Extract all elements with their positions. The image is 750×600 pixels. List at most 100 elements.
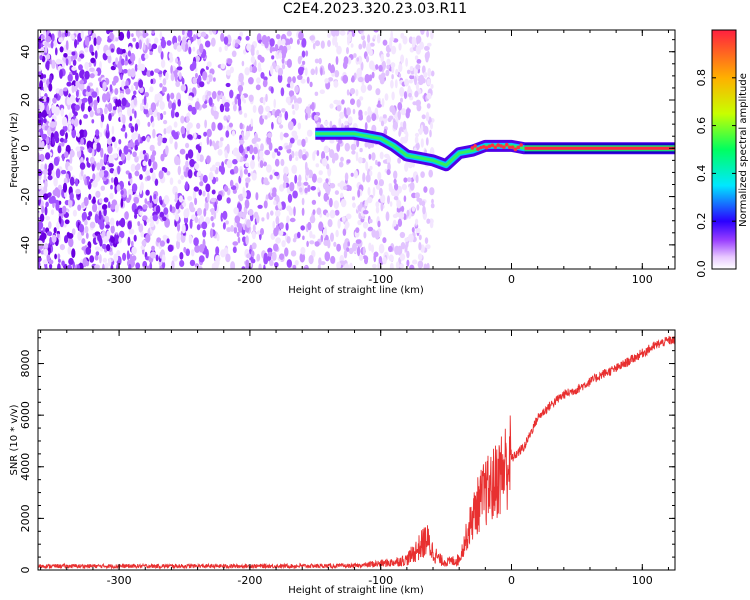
spectrogram-noise-speckle [165, 126, 172, 134]
spectrogram-noise-speckle [103, 207, 107, 217]
spectrogram-noise-speckle [380, 194, 386, 204]
spectrogram-noise-speckle [47, 175, 53, 181]
spectrogram-noise-speckle [265, 105, 271, 112]
spectrogram-noise-speckle [107, 145, 113, 154]
spectrogram-noise-speckle [174, 141, 178, 150]
spectrogram-noise-speckle [274, 262, 279, 268]
spectrogram-noise-speckle [236, 93, 241, 100]
spectrogram-noise-speckle [179, 252, 184, 260]
spectrogram-noise-speckle [176, 45, 182, 52]
spectrogram-noise-speckle [38, 42, 42, 49]
spectrogram-noise-speckle [421, 200, 426, 207]
spectrogram-noise-speckle [406, 69, 411, 75]
spectrogram-noise-speckle [147, 121, 151, 127]
spectrogram-noise-speckle [274, 111, 278, 118]
spectrogram-noise-speckle [300, 246, 306, 255]
spectrogram-noise-speckle [236, 221, 241, 228]
spectrogram-noise-speckle [188, 46, 192, 55]
spectrogram-noise-speckle [168, 52, 173, 60]
spectrogram-noise-speckle [103, 170, 109, 178]
spectrogram-noise-speckle [391, 91, 395, 101]
spectrogram-noise-speckle [205, 183, 211, 193]
spectrogram-noise-speckle [189, 36, 194, 43]
spectrogram-noise-speckle [288, 154, 293, 162]
spectrogram-noise-speckle [290, 250, 297, 257]
spectrogram-noise-speckle [243, 112, 248, 118]
spectrogram-noise-speckle [172, 255, 178, 262]
spectrogram-noise-speckle [99, 254, 102, 264]
spectrogram-noise-speckle [88, 62, 92, 68]
spectrogram-noise-speckle [127, 236, 131, 246]
spectrogram-noise-speckle [252, 105, 257, 113]
spectrogram-noise-speckle [343, 263, 350, 269]
spectrogram-noise-speckle [216, 194, 223, 201]
spectrogram-noise-speckle [80, 102, 85, 112]
spectrogram-noise-speckle [309, 35, 316, 41]
spectrogram-noise-speckle [166, 93, 170, 102]
spectrogram-noise-speckle [227, 58, 233, 65]
snr-series [38, 335, 675, 570]
spectrogram-noise-speckle [287, 121, 294, 131]
spectrogram-noise-speckle [165, 145, 169, 155]
spectrogram-noise-speckle [283, 166, 289, 176]
spectrogram-noise-speckle [417, 260, 424, 269]
spectrogram-noise-speckle [91, 119, 95, 124]
spectrogram-noise-speckle [208, 30, 213, 35]
spectrogram-noise-speckle [140, 231, 144, 238]
spectrogram-noise-speckle [312, 209, 316, 216]
spectrogram-noise-speckle [89, 110, 94, 118]
spectrogram-noise-speckle [343, 249, 348, 259]
spectrogram-noise-speckle [423, 71, 428, 78]
spectrogram-noise-speckle [120, 152, 126, 161]
spectrogram-noise-speckle [406, 250, 410, 259]
spectrogram-noise-speckle [127, 68, 132, 77]
spectrogram-noise-speckle [355, 151, 359, 162]
spectrogram-noise-speckle [130, 125, 135, 133]
spectrogram-noise-speckle [170, 108, 175, 119]
snr-y-tick-label: 2000 [19, 504, 32, 532]
spectrogram-noise-speckle [94, 264, 100, 269]
spectrogram-noise-speckle [386, 64, 390, 70]
spectrogram-noise-speckle [248, 144, 254, 155]
spectrogram-noise-speckle [371, 71, 375, 79]
spectrogram-noise-speckle [118, 139, 122, 145]
spectrogram-noise-speckle [48, 259, 54, 265]
spectrogram-noise-speckle [333, 80, 339, 88]
spectrogram-noise-speckle [141, 135, 146, 142]
signal-peak-dot [479, 145, 483, 150]
spectrogram-noise-speckle [220, 249, 226, 258]
snr-y-tick-label: 4000 [19, 453, 32, 481]
spectrogram-noise-speckle [310, 68, 316, 76]
spectrogram-noise-speckle [194, 244, 201, 253]
spectrogram-noise-speckle [298, 174, 302, 183]
spectrogram-noise-speckle [426, 103, 431, 109]
spectrogram-noise-speckle [356, 246, 361, 257]
spectrogram-noise-speckle [233, 165, 239, 174]
spectrogram-noise-speckle [163, 195, 170, 205]
spectrogram-noise-speckle [179, 260, 185, 267]
spectrogram-noise-speckle [305, 112, 308, 121]
spectrogram-noise-speckle [398, 211, 405, 220]
spectrogram-noise-speckle [403, 177, 408, 183]
spectrogram-noise-speckle [152, 214, 158, 222]
spectrogram-noise-speckle [116, 263, 120, 269]
spectrogram-noise-speckle [415, 64, 421, 70]
spectrogram-noise-speckle [155, 254, 159, 262]
signal-peak-dot [510, 145, 515, 149]
spectrogram-noise-speckle [156, 237, 162, 243]
spectrogram-noise-speckle [402, 35, 408, 45]
spectrogram-noise-speckle [209, 167, 214, 172]
spectrogram-noise-speckle [217, 90, 222, 96]
spectrogram-noise-speckle [122, 69, 128, 74]
spectrogram-noise-speckle [202, 229, 207, 238]
spectrogram-noise-speckle [416, 197, 422, 202]
spectrogram-noise-speckle [324, 78, 329, 84]
spectrogram-noise-speckle [187, 134, 193, 140]
spectrogram-noise-speckle [276, 238, 280, 244]
spectrogram-noise-speckle [135, 84, 139, 90]
snr-y-axis-label: SNR (10 * v/v) [9, 404, 20, 475]
spectrogram-noise-speckle [139, 210, 143, 216]
spectrogram-noise-speckle [337, 219, 341, 229]
spectrogram-noise-speckle [65, 58, 69, 66]
spectrogram-noise-speckle [183, 246, 187, 253]
